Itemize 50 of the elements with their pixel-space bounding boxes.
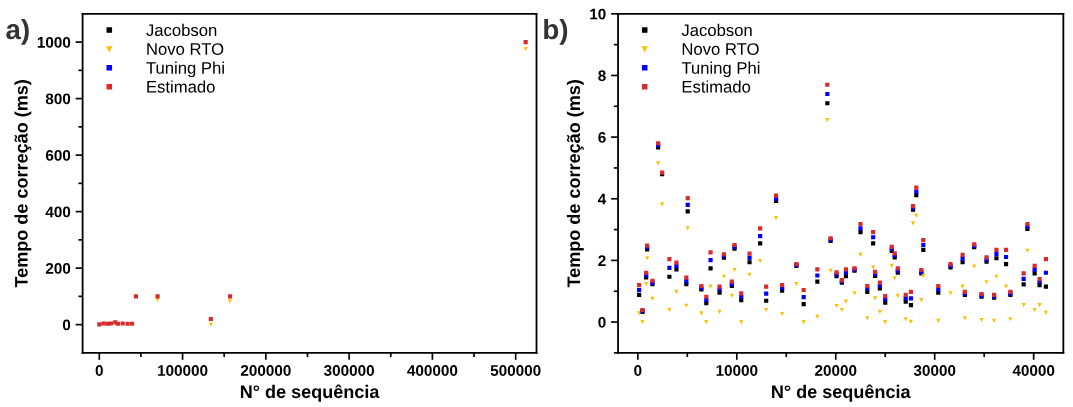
point [523, 40, 528, 45]
y-tick-label: 2 [598, 255, 606, 266]
legend-label: Novo RTO [147, 43, 224, 55]
legend-label: Jacobson [681, 23, 752, 37]
y-tick-label: 4 [597, 193, 607, 205]
y-axis-title: Tempo de correção (ms) [566, 80, 584, 288]
y-tick-label: 0 [598, 316, 606, 328]
x-tick-label: 200000 [240, 365, 291, 376]
y-tick-label: 1000 [37, 36, 71, 48]
y-tick-label: 200 [45, 262, 71, 274]
x-tick-label: 0 [634, 365, 642, 376]
legend-label: Jacobson [146, 23, 217, 37]
y-axis-title: Tempo de correção (ms) [14, 80, 32, 288]
x-tick-label: 40000 [1012, 365, 1055, 376]
point [133, 294, 138, 299]
x-tick-label: 30000 [913, 365, 956, 376]
y-tick-label: 0 [62, 319, 71, 331]
point [227, 294, 233, 299]
point [101, 321, 106, 326]
point [227, 299, 233, 304]
y-tick-label: 400 [45, 206, 71, 218]
point [208, 316, 213, 322]
point [125, 321, 130, 326]
x-axis-title: N° de sequência [240, 384, 380, 402]
x-tick-label: 300000 [323, 365, 374, 376]
x-tick-label: 0 [95, 365, 103, 376]
legend-label: Novo RTO [682, 43, 759, 55]
x-axis-title: N° de sequência [772, 384, 911, 402]
x-tick-label: 10000 [716, 365, 758, 376]
x-tick-label: 400000 [407, 365, 458, 376]
y-tick-label: 8 [598, 70, 606, 82]
legend-label: Estimado [682, 80, 751, 93]
point [129, 321, 135, 326]
y-tick-label: 6 [598, 131, 606, 143]
point [120, 321, 125, 326]
legend-label: Estimado [147, 80, 215, 93]
point [97, 322, 102, 327]
y-tick-label: 800 [45, 93, 71, 105]
point [105, 321, 110, 326]
legend-label: Tuning Phi [146, 61, 224, 78]
x-tick-label: 100000 [158, 365, 208, 376]
chart-title: b) [544, 18, 568, 45]
y-tick-label: 10 [590, 8, 606, 20]
point [108, 321, 113, 326]
x-tick-label: 500000 [490, 365, 541, 376]
legend-label: Tuning Phi [681, 61, 760, 78]
chart-title: a) [6, 18, 29, 45]
x-tick-label: 20000 [815, 365, 857, 376]
point [523, 47, 528, 52]
y-tick-label: 600 [45, 149, 71, 161]
